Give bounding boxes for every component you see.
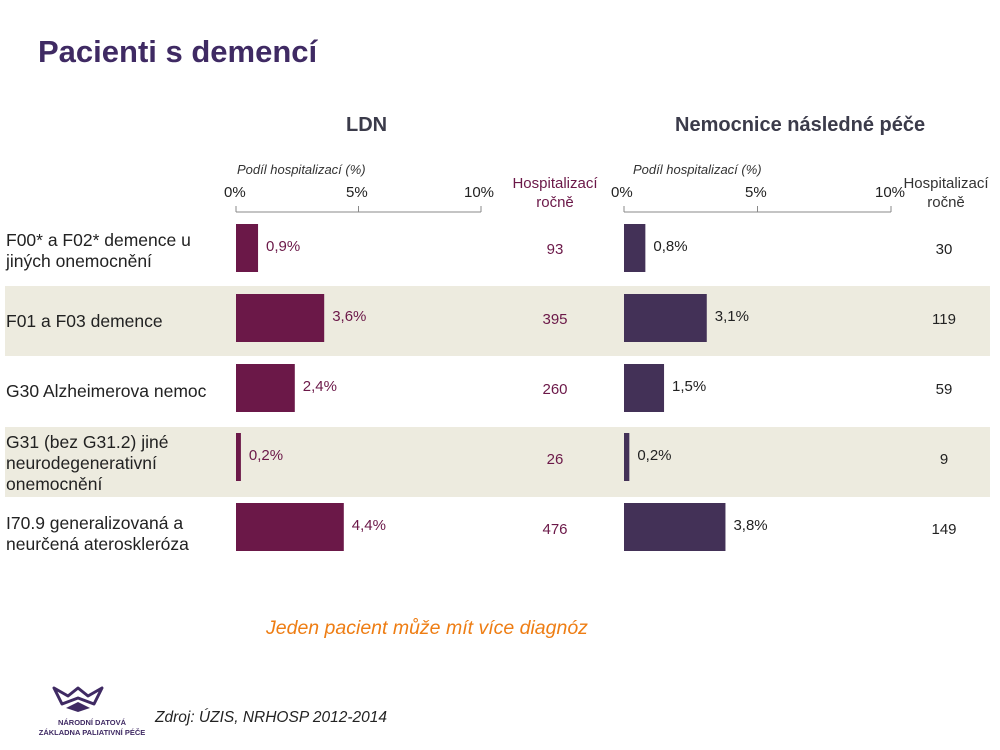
- ldn-panel-title: LDN: [346, 114, 388, 136]
- nnp-bar-value-label: 3,1%: [714, 308, 749, 325]
- ldn-count: 93: [546, 241, 564, 258]
- category-label-line: F01 a F03 demence: [6, 310, 163, 331]
- category-label: F00* a F02* demence u jiných onemocnění: [6, 216, 231, 286]
- logo-line: ZÁKLADNA PALIATIVNÍ PÉČE: [38, 728, 146, 737]
- category-label: G31 (bez G31.2) jiné neurodegenerativní on…: [6, 427, 231, 499]
- category-label-line: neurčená ateroskleróza: [6, 534, 189, 554]
- ldn-tick-label: 5%: [346, 184, 368, 201]
- category-label-line: G31 (bez G31.2) jiné: [6, 431, 169, 452]
- ldn-count: 260: [542, 381, 568, 398]
- nnp-bar: [624, 364, 665, 412]
- logo-icon: [52, 686, 104, 712]
- ldn-tick-label: 0%: [224, 184, 246, 201]
- note-text: Jeden pacient může mít více diagnóz: [266, 617, 588, 639]
- category-label: I70.9 generalizovaná a neurčená ateroskle…: [6, 499, 231, 569]
- category-label-line: neurodegenerativní: [6, 452, 157, 473]
- category-label: F01 a F03 demence: [6, 286, 231, 356]
- nnp-tick-label: 10%: [875, 184, 906, 201]
- nnp-bar-value-label: 1,5%: [672, 378, 707, 395]
- category-label-line: I70.9 generalizovaná a: [6, 513, 184, 533]
- category-label-line: G30 Alzheimerova nemoc: [6, 380, 207, 401]
- ldn-count: 476: [542, 521, 568, 538]
- page-title: Pacienti s demencí: [38, 34, 318, 69]
- ldn-bar-value-label: 0,2%: [248, 447, 284, 464]
- ldn-bar: [236, 433, 241, 481]
- nnp-count: 59: [935, 381, 953, 398]
- ldn-bar: [236, 224, 259, 272]
- nnp-axis-label: Podíl hospitalizací (%): [633, 162, 762, 177]
- logo-text: NÁRODNÍ DATOVÁ ZÁKLADNA PALIATIVNÍ PÉČE: [22, 718, 162, 738]
- ldn-tick-label: 10%: [464, 184, 495, 201]
- nnp-tick-label: 0%: [611, 184, 633, 201]
- ldn-bar: [236, 503, 344, 551]
- row-band-4: [5, 427, 990, 497]
- nnp-count-header-line: ročně: [927, 194, 965, 211]
- ldn-bar-value-label: 3,6%: [332, 308, 367, 325]
- nnp-count-header: Hospitalizací ročně: [896, 174, 996, 212]
- nnp-bar: [624, 503, 726, 551]
- ldn-bar-value-label: 4,4%: [351, 517, 386, 534]
- nnp-count: 9: [939, 451, 949, 468]
- category-label-line: jiných onemocnění: [6, 251, 152, 271]
- nnp-bar: [624, 224, 646, 272]
- ldn-bar: [236, 294, 325, 342]
- ldn-axis-label: Podíl hospitalizací (%): [237, 162, 366, 177]
- ldn-count-header: Hospitalizací ročně: [505, 174, 605, 212]
- logo-line: NÁRODNÍ DATOVÁ: [57, 718, 127, 727]
- ldn-bar-value-label: 2,4%: [302, 378, 337, 395]
- nnp-bar: [624, 433, 630, 481]
- nnp-bar-value-label: 0,2%: [637, 447, 672, 464]
- nnp-count: 30: [935, 241, 953, 258]
- source-text: Zdroj: ÚZIS, NRHOSP 2012-2014: [155, 709, 388, 726]
- nnp-panel-title: Nemocnice následné péče: [675, 114, 926, 136]
- ldn-bar-value-label: 0,9%: [266, 238, 301, 255]
- nnp-bar-value-label: 3,8%: [733, 517, 768, 534]
- ldn-count: 395: [542, 311, 568, 328]
- nnp-bar: [624, 294, 707, 342]
- row-band-2: [5, 286, 990, 356]
- ldn-count-header-line: ročně: [536, 194, 574, 211]
- category-label: G30 Alzheimerova nemoc: [6, 356, 231, 426]
- nnp-count-header-line: Hospitalizací: [903, 175, 989, 192]
- category-label-line: onemocnění: [6, 473, 103, 494]
- ldn-count: 26: [546, 451, 564, 468]
- nnp-count: 149: [931, 521, 957, 538]
- ldn-bar: [236, 364, 295, 412]
- nnp-tick-label: 5%: [745, 184, 767, 201]
- nnp-count: 119: [932, 311, 956, 328]
- nnp-bar-value-label: 0,8%: [653, 238, 688, 255]
- ldn-count-header-line: Hospitalizací: [512, 175, 598, 192]
- category-label-line: F00* a F02* demence u: [6, 230, 191, 250]
